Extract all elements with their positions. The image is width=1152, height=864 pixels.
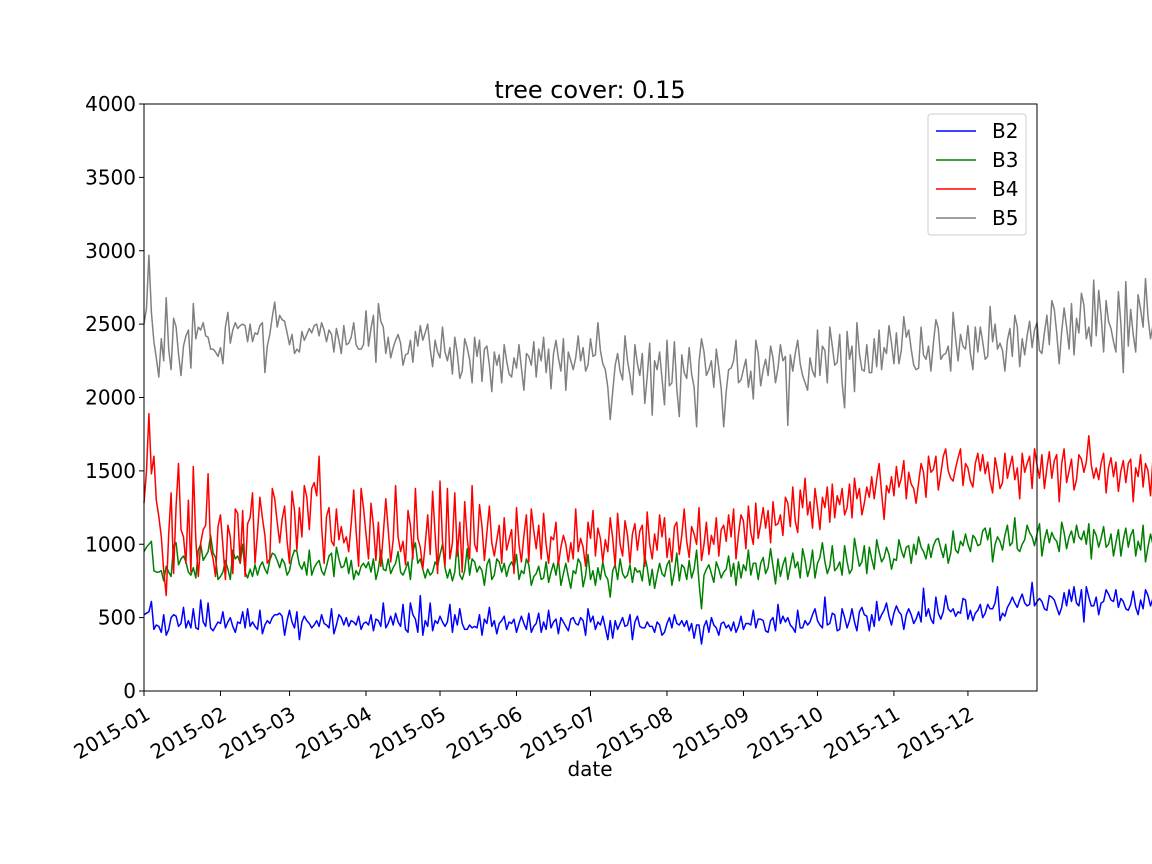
series-line-b4 <box>143 412 1152 597</box>
x-tick-label: 2015-08 <box>593 702 677 765</box>
series-line-b2 <box>143 581 1152 645</box>
y-tick-label: 1500 <box>85 459 136 483</box>
series-line-b3 <box>143 517 1152 610</box>
legend-label-b5: B5 <box>992 206 1018 230</box>
y-tick-label: 500 <box>98 606 136 630</box>
x-tick-label: 2015-04 <box>292 702 376 765</box>
x-tick-label: 2015-03 <box>215 702 299 765</box>
y-tick-label: 0 <box>123 679 136 703</box>
x-tick-label: 2015-12 <box>894 702 978 765</box>
chart-title: tree cover: 0.15 <box>494 76 685 104</box>
x-tick-label: 2015-07 <box>516 702 600 765</box>
series-line-b5 <box>143 254 1152 428</box>
x-tick-label: 2015-09 <box>669 702 753 765</box>
x-tick-label: 2015-01 <box>70 702 154 765</box>
y-tick-label: 3500 <box>85 165 136 189</box>
series-layer <box>143 254 1152 645</box>
x-tick-label: 2015-11 <box>820 702 904 765</box>
legend: B2 B3 B4 B5 <box>927 113 1027 236</box>
legend-box <box>927 113 1027 236</box>
y-tick-label: 2500 <box>85 312 136 336</box>
y-tick-label: 3000 <box>85 239 136 263</box>
x-axis: 2015-012015-022015-032015-042015-052015-… <box>70 691 978 764</box>
y-tick-label: 2000 <box>85 386 136 410</box>
x-tick-label: 2015-02 <box>146 702 230 765</box>
legend-label-b2: B2 <box>992 119 1018 143</box>
plot-area-frame <box>143 103 1038 692</box>
y-axis: 0 500 1000 1500 2000 2500 3000 3500 4000 <box>85 92 144 703</box>
x-axis-label: date <box>567 757 612 781</box>
x-tick-label: 2015-06 <box>442 702 526 765</box>
y-tick-label: 1000 <box>85 532 136 556</box>
legend-label-b3: B3 <box>992 148 1018 172</box>
y-tick-label: 4000 <box>85 92 136 116</box>
x-tick-label: 2015-10 <box>743 702 827 765</box>
legend-label-b4: B4 <box>992 177 1018 201</box>
x-tick-label: 2015-05 <box>366 702 450 765</box>
